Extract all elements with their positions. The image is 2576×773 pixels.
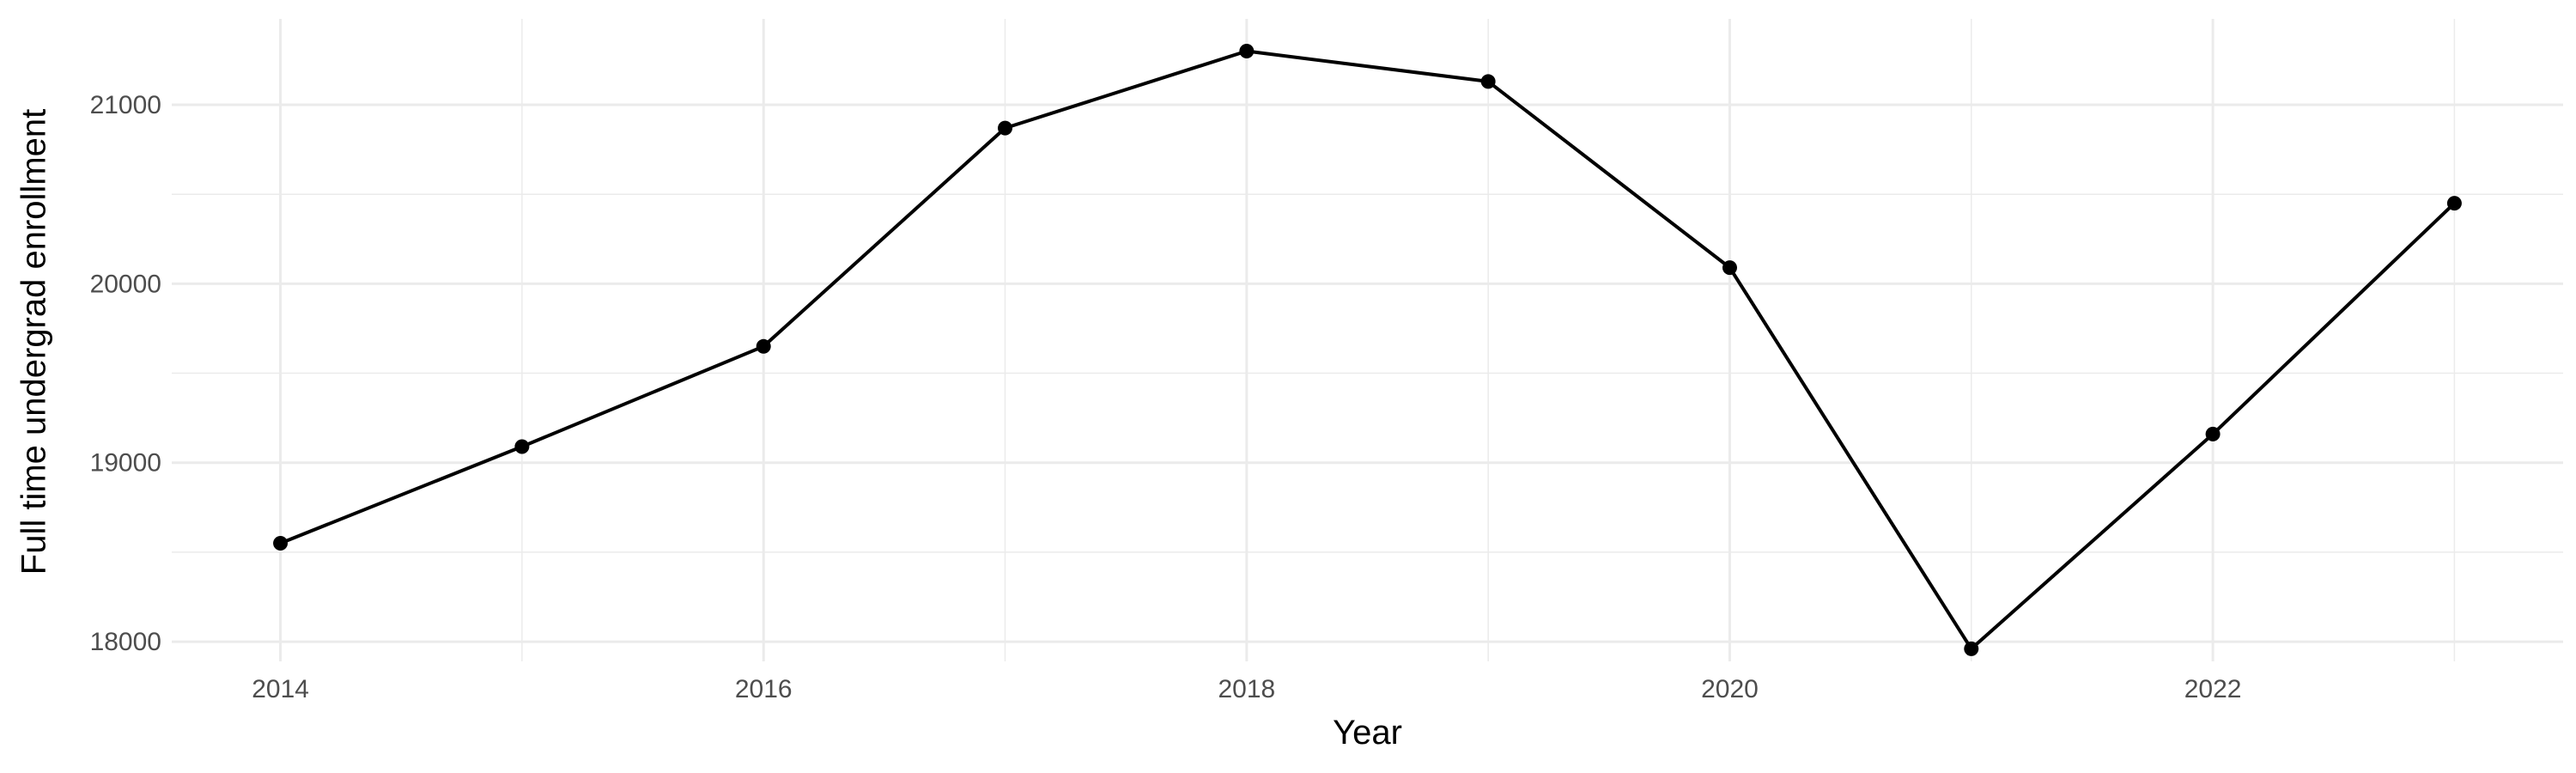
y-axis-ticks: 18000 19000 20000 21000 — [90, 91, 161, 656]
y-axis-title: Full time undergrad enrollment — [15, 109, 53, 575]
data-point — [2205, 426, 2221, 441]
data-point — [2446, 196, 2462, 211]
data-point — [514, 439, 530, 454]
x-tick-label: 2016 — [735, 675, 793, 703]
x-tick-label: 2022 — [2184, 675, 2242, 703]
data-point — [1480, 74, 1496, 89]
data-point — [273, 535, 289, 551]
data-point — [1964, 641, 1979, 656]
y-tick-label: 20000 — [90, 270, 161, 298]
x-axis-ticks: 2014 2016 2018 2020 2022 — [252, 675, 2241, 703]
x-tick-label: 2014 — [252, 675, 309, 703]
y-tick-label: 19000 — [90, 449, 161, 478]
data-point — [756, 338, 771, 354]
data-point — [998, 120, 1013, 136]
x-tick-label: 2020 — [1701, 675, 1759, 703]
series-line — [279, 49, 2456, 651]
x-tick-label: 2018 — [1218, 675, 1275, 703]
x-axis-title: Year — [1333, 714, 1402, 752]
y-tick-label: 21000 — [90, 91, 161, 119]
data-point — [1722, 260, 1737, 276]
data-point — [1239, 44, 1255, 59]
y-tick-label: 18000 — [90, 628, 161, 656]
grid-lines — [172, 19, 2563, 661]
series-layer — [273, 44, 2462, 656]
